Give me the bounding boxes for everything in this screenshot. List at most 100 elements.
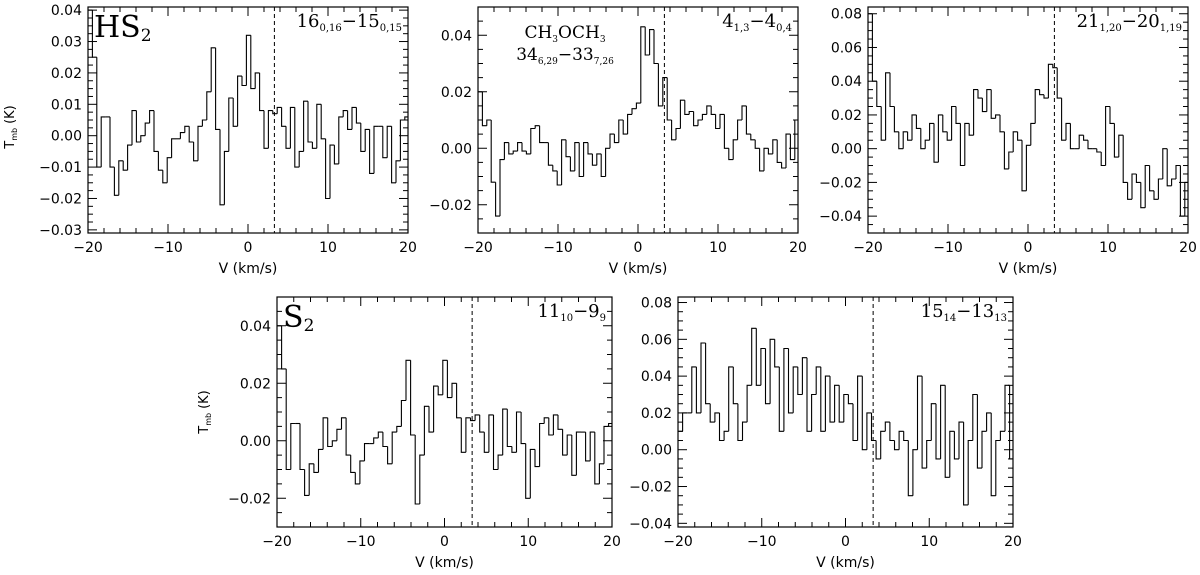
- x-axis-label: V (km/s): [609, 261, 668, 277]
- spectrum-channel: [718, 412, 725, 442]
- spectrum-channel: [618, 398, 623, 473]
- spectrum-channel: [847, 394, 853, 405]
- spectrum-channel: [414, 89, 418, 171]
- spectrum-channel: [911, 114, 917, 141]
- spectrum-channel: [483, 432, 489, 453]
- spectrum-channel: [171, 138, 176, 158]
- transition-label-part: −20: [1122, 11, 1160, 32]
- spectrum-channel: [964, 122, 970, 166]
- spectrum-channel: [565, 139, 571, 158]
- spectrum-channel: [1184, 181, 1188, 217]
- spectrum-channel: [1127, 182, 1132, 200]
- spectrum-channel: [920, 128, 926, 150]
- y-tick-label: 0.03: [51, 35, 82, 51]
- spectrum-channel: [741, 421, 748, 441]
- spectrum-channel: [705, 343, 711, 405]
- spectrum-channel: [737, 403, 743, 442]
- spectrum-channel: [778, 366, 784, 432]
- spectrum-channel: [1135, 174, 1141, 183]
- spectrum-channel: [706, 105, 712, 115]
- spectrum-channel: [364, 128, 370, 152]
- spectrum-channel: [303, 100, 308, 152]
- spectrum-channel: [530, 127, 536, 154]
- spectrum-channel: [410, 360, 416, 436]
- spectrum-channel: [534, 125, 540, 129]
- spectrum-channel: [806, 357, 812, 432]
- spectrum-channel: [719, 113, 725, 129]
- spectrum-channel: [972, 393, 978, 441]
- spectrum-channel: [281, 107, 286, 127]
- spectrum-channel: [331, 440, 337, 447]
- spectrum-channel: [237, 75, 242, 127]
- spectrum-channel: [1030, 122, 1036, 146]
- spectrum-channel: [188, 126, 194, 143]
- spectrum-channel: [728, 366, 734, 432]
- spectrum-channel: [506, 409, 512, 448]
- transition-label: 211,20−201,19: [1077, 11, 1182, 34]
- spectrum-channel: [635, 102, 641, 109]
- spectrum-channel: [815, 366, 821, 395]
- spectrum-channel: [623, 398, 628, 473]
- spectrum-channel: [880, 106, 886, 141]
- spectrum-channel: [587, 142, 593, 155]
- x-tick-label: −20: [663, 534, 693, 550]
- spectrum-channel: [525, 151, 531, 155]
- spectrum-channel: [627, 113, 632, 135]
- spectrum-channel: [313, 463, 319, 473]
- transition-label-part: 9: [600, 313, 606, 324]
- x-tick-label: −10: [153, 240, 183, 256]
- spectrum-channel: [153, 110, 159, 152]
- molecule-label: CH3OCH3: [524, 23, 605, 45]
- spectrum-channel: [539, 422, 545, 467]
- x-tick-label: −20: [853, 240, 883, 256]
- spectrum-channel: [907, 131, 912, 141]
- spectrum-channel: [701, 113, 707, 120]
- transition-label-part: −15: [342, 11, 380, 32]
- spectrum-channel: [400, 399, 406, 427]
- spectrum-channel: [409, 117, 413, 170]
- transition-label-part: 16: [297, 11, 320, 32]
- spectrum-channel: [290, 422, 296, 470]
- spectrum: [277, 325, 628, 505]
- shared-ylabel-top: Tmb (K): [3, 105, 19, 150]
- spectrum-channel: [949, 430, 955, 478]
- spectrum-channel: [285, 126, 291, 149]
- spectrum-channel: [880, 430, 886, 459]
- spectrum-channel: [1025, 144, 1031, 191]
- spectrum-channel: [502, 408, 508, 456]
- spectrum-channel: [824, 375, 830, 432]
- plot-frame: [276, 296, 613, 528]
- y-tick-label: 0.00: [641, 443, 672, 459]
- spectrum-channel: [1051, 385, 1056, 431]
- spectrum-channel: [783, 347, 789, 432]
- spectrum-channel: [871, 13, 877, 82]
- spectrum-channel: [333, 145, 339, 165]
- spectrum-channel: [1109, 106, 1115, 124]
- spectrum-channel: [893, 440, 900, 451]
- spectrum-channel: [122, 160, 128, 171]
- spectrum-channel: [499, 159, 505, 217]
- spectrum-channel: [804, 106, 808, 140]
- spectrum-channel: [561, 139, 566, 185]
- spectrum-channel: [893, 106, 899, 133]
- spectrum-channel: [511, 446, 517, 453]
- spectrum-channel: [347, 110, 352, 130]
- spectrum-channel: [1004, 384, 1010, 432]
- spectrum-channel: [618, 119, 624, 143]
- x-tick-label: −10: [346, 534, 376, 550]
- y-tick-label: 0.02: [641, 406, 672, 422]
- spectrum-channel: [1014, 413, 1019, 459]
- y-tick-label: −0.01: [39, 160, 82, 176]
- y-tick-label: −0.04: [629, 516, 672, 532]
- x-tick-label: −20: [73, 240, 103, 256]
- y-tick-label: −0.02: [819, 175, 862, 191]
- spectrum-channel: [1024, 422, 1029, 431]
- spectrum-channel: [325, 138, 330, 200]
- spectrum-channel: [838, 385, 844, 423]
- spectrum-channel: [521, 142, 527, 152]
- spectrum-channel: [391, 126, 396, 184]
- spectrum-channel: [684, 100, 690, 115]
- spectrum-channel: [603, 425, 609, 464]
- spectrum-channel: [1118, 134, 1124, 158]
- y-tick-label: 0.04: [641, 369, 672, 385]
